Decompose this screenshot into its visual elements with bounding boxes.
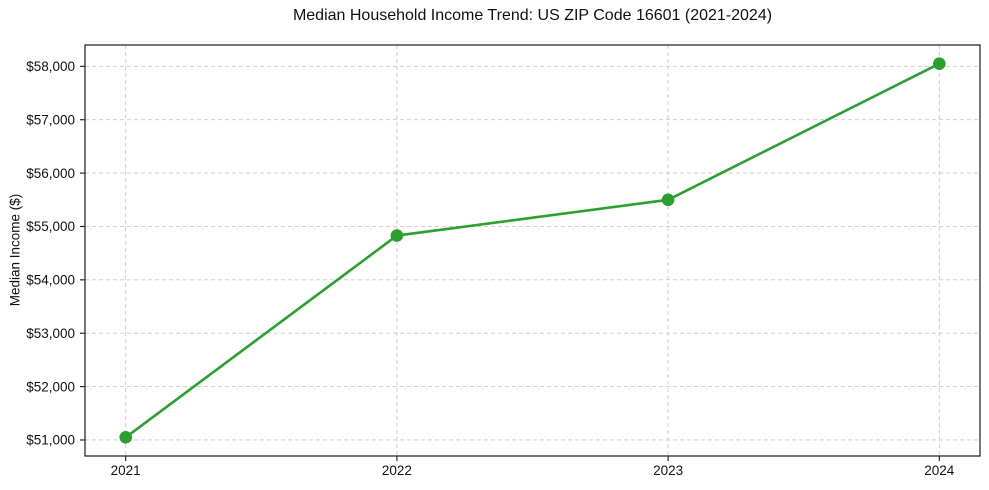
- data-point-marker: [661, 193, 675, 207]
- y-tick-label: $55,000: [26, 219, 75, 234]
- y-tick-label: $57,000: [26, 112, 75, 127]
- x-tick-label: 2022: [382, 463, 412, 478]
- y-tick-label: $53,000: [26, 326, 75, 341]
- y-tick-label: $56,000: [26, 166, 75, 181]
- y-axis-label: Median Income ($): [7, 193, 23, 307]
- data-point-marker: [390, 229, 404, 242]
- y-tick-label: $58,000: [26, 59, 75, 74]
- plot-border: [84, 44, 981, 457]
- trend-line: [124, 62, 941, 439]
- y-tick-label: $51,000: [26, 433, 75, 448]
- y-tick-label: $52,000: [26, 379, 75, 394]
- y-tick-label: $54,000: [26, 273, 75, 288]
- data-point-marker: [119, 431, 132, 444]
- x-tick-label: 2024: [924, 463, 955, 478]
- x-tick-label: 2023: [653, 463, 683, 478]
- chart-title: Median Household Income Trend: US ZIP Co…: [292, 7, 773, 24]
- x-tick-label: 2021: [111, 463, 141, 478]
- data-point-marker: [933, 57, 946, 70]
